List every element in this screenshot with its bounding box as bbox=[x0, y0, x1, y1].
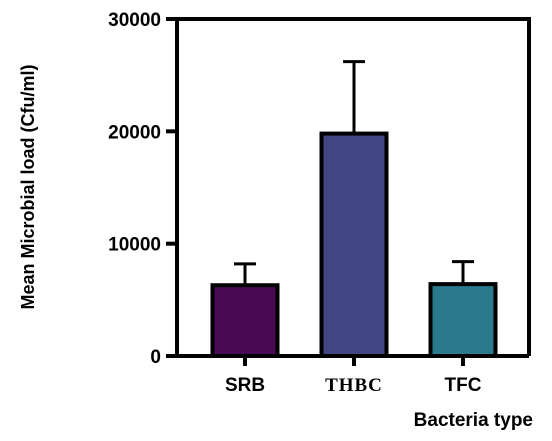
x-tick-label: THBC bbox=[325, 375, 383, 396]
y-tick-label: 20000 bbox=[108, 122, 161, 143]
x-tick-label: TFC bbox=[445, 375, 482, 396]
bar bbox=[319, 131, 389, 358]
x-tick-label: SRB bbox=[225, 375, 265, 396]
y-tick-label: 10000 bbox=[108, 235, 161, 256]
chart-marks: 0 10000 20000 30000 SRB THBC TFC bbox=[108, 10, 531, 396]
y-axis-label: Mean Microbial load (Cfu/ml) bbox=[18, 64, 38, 309]
bar bbox=[210, 283, 280, 359]
x-axis-label: Bacteria type bbox=[414, 410, 533, 431]
bar bbox=[428, 282, 498, 358]
y-tick-label: 30000 bbox=[108, 10, 161, 31]
y-tick-label: 0 bbox=[150, 347, 161, 368]
